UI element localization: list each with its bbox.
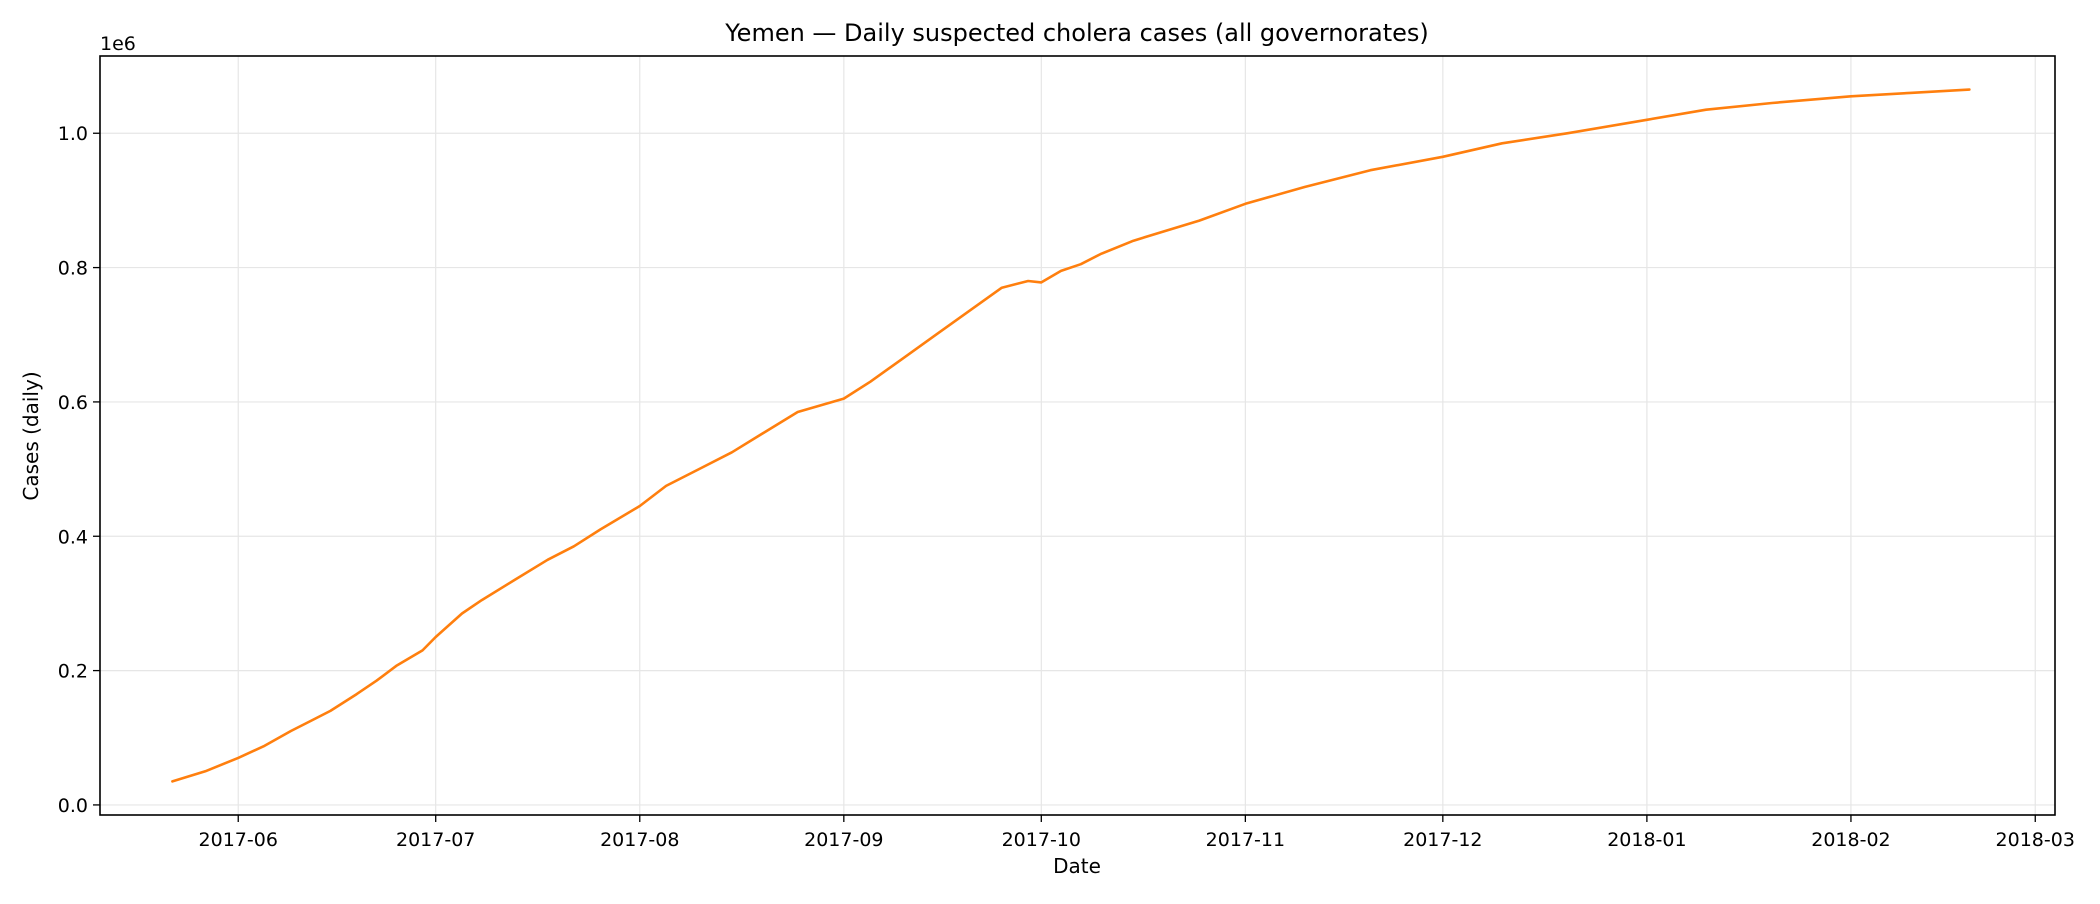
grid-layer [100,56,2055,815]
x-tick-label: 2017-08 [600,829,679,851]
y-tick-label: 1.0 [58,123,88,145]
x-axis-label: Date [1053,854,1101,878]
axes-frame [99,55,2056,816]
x-tick-label: 2017-12 [1403,829,1482,851]
x-tick-label: 2017-11 [1206,829,1285,851]
x-tick-label: 2018-03 [1996,829,2075,851]
y-tick-label: 0.4 [58,526,88,548]
y-tick-label: 0.6 [58,392,88,414]
x-tick-label: 2018-01 [1607,829,1686,851]
y-tick-label: 0.2 [58,661,88,683]
x-tick-label: 2018-02 [1811,829,1890,851]
y-tick-label: 0.0 [58,795,88,817]
x-tick-label: 2017-10 [1002,829,1081,851]
y-axis-multiplier: 1e6 [100,33,136,55]
y-axis-label: Cases (daily) [19,371,43,500]
ticks-layer: 2017-06 2017-07 2017-08 2017-09 2017-10 2017-… [58,123,2075,851]
x-tick-label: 2017-09 [804,829,883,851]
y-tick-label: 0.8 [58,258,88,280]
x-tick-label: 2017-07 [396,829,475,851]
chart-title: Yemen — Daily suspected cholera cases (a… [724,19,1429,47]
series-line [171,88,1971,783]
x-tick-label: 2017-06 [199,829,278,851]
series-layer [171,88,1971,783]
